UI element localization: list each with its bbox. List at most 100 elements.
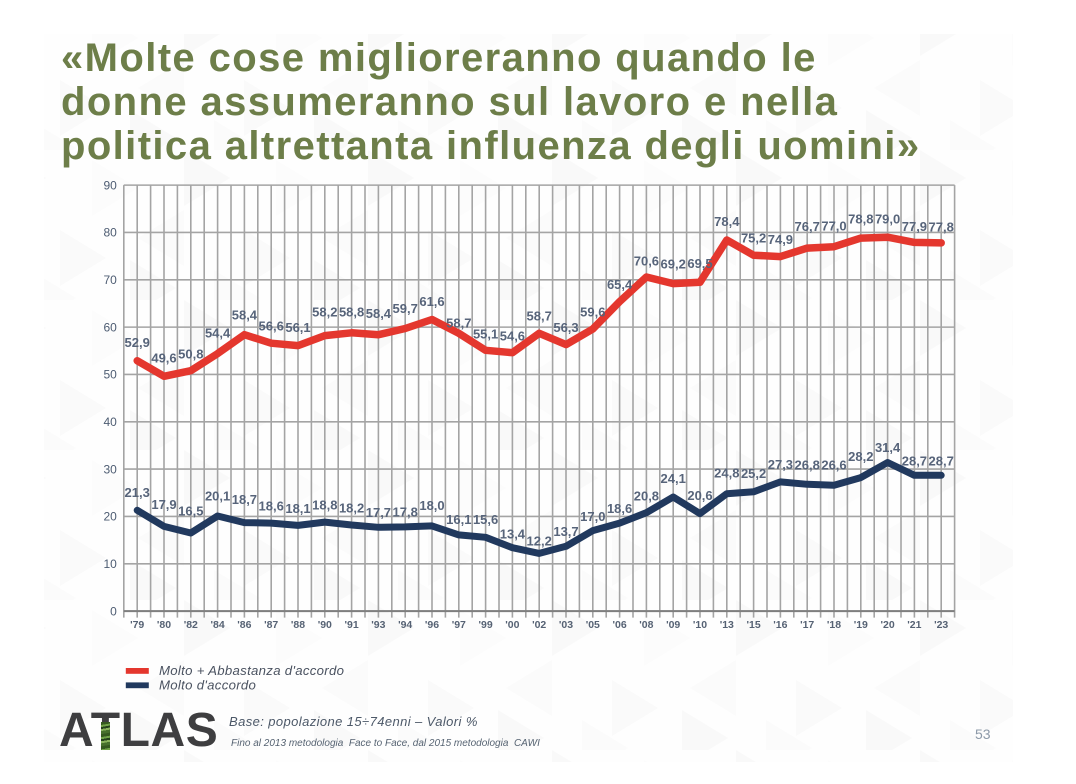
svg-text:52,9: 52,9 <box>125 335 150 350</box>
svg-text:70: 70 <box>103 273 117 287</box>
svg-text:27,3: 27,3 <box>768 457 793 472</box>
svg-text:58,4: 58,4 <box>232 308 258 323</box>
svg-text:'06: '06 <box>613 619 627 631</box>
svg-text:25,2: 25,2 <box>741 466 766 481</box>
svg-text:18,8: 18,8 <box>312 498 337 513</box>
svg-text:18,6: 18,6 <box>607 501 632 516</box>
svg-text:56,1: 56,1 <box>285 320 310 335</box>
svg-text:77,9: 77,9 <box>902 219 927 234</box>
svg-text:40: 40 <box>103 415 117 429</box>
svg-text:18,6: 18,6 <box>259 499 284 514</box>
svg-text:65,4: 65,4 <box>607 277 633 292</box>
svg-text:30: 30 <box>103 462 117 476</box>
svg-text:'79: '79 <box>130 619 144 631</box>
svg-text:12,2: 12,2 <box>527 533 552 548</box>
svg-text:54,4: 54,4 <box>205 326 231 341</box>
svg-text:21,3: 21,3 <box>125 485 150 500</box>
svg-text:76,7: 76,7 <box>795 219 820 234</box>
svg-text:'82: '82 <box>184 619 198 631</box>
svg-text:'91: '91 <box>345 619 359 631</box>
svg-text:18,0: 18,0 <box>419 498 444 513</box>
svg-text:18,7: 18,7 <box>232 492 257 507</box>
svg-text:10: 10 <box>103 557 117 571</box>
svg-text:'87: '87 <box>264 619 278 631</box>
svg-text:59,7: 59,7 <box>393 301 418 316</box>
svg-text:'88: '88 <box>291 619 305 631</box>
svg-text:20,8: 20,8 <box>634 489 659 504</box>
svg-text:'00: '00 <box>505 619 519 631</box>
svg-text:16,1: 16,1 <box>446 512 471 527</box>
svg-text:78,4: 78,4 <box>714 214 740 229</box>
svg-text:79,0: 79,0 <box>875 212 900 227</box>
svg-text:69,2: 69,2 <box>661 257 686 272</box>
svg-text:'09: '09 <box>666 619 680 631</box>
svg-text:'20: '20 <box>881 619 895 631</box>
svg-text:56,3: 56,3 <box>553 320 578 335</box>
svg-text:'19: '19 <box>854 619 868 631</box>
svg-text:'13: '13 <box>720 619 734 631</box>
svg-text:'23: '23 <box>934 619 948 631</box>
svg-text:'08: '08 <box>639 619 653 631</box>
svg-text:'18: '18 <box>827 619 841 631</box>
svg-text:'17: '17 <box>800 619 814 631</box>
svg-text:24,8: 24,8 <box>714 466 739 481</box>
svg-text:74,9: 74,9 <box>768 232 793 247</box>
svg-text:90: 90 <box>103 178 117 192</box>
svg-text:17,7: 17,7 <box>366 505 391 520</box>
svg-text:16,5: 16,5 <box>178 504 203 519</box>
svg-text:31,4: 31,4 <box>875 440 901 455</box>
svg-text:'93: '93 <box>371 619 385 631</box>
svg-text:28,7: 28,7 <box>929 453 954 468</box>
svg-text:49,6: 49,6 <box>151 350 176 365</box>
svg-text:58,8: 58,8 <box>339 304 364 319</box>
svg-text:69,5: 69,5 <box>687 256 712 271</box>
svg-text:26,6: 26,6 <box>821 458 846 473</box>
svg-text:59,6: 59,6 <box>580 305 605 320</box>
svg-text:'94: '94 <box>398 619 412 631</box>
svg-text:17,8: 17,8 <box>393 504 418 519</box>
svg-text:'03: '03 <box>559 619 573 631</box>
svg-text:'84: '84 <box>211 619 225 631</box>
svg-text:50,8: 50,8 <box>178 347 203 362</box>
svg-text:'80: '80 <box>157 619 171 631</box>
svg-text:Molto + Abbastanza d'accordo: Molto + Abbastanza d'accordo <box>159 663 344 678</box>
svg-text:Molto d'accordo: Molto d'accordo <box>159 678 256 693</box>
svg-text:17,0: 17,0 <box>580 509 605 524</box>
svg-text:58,7: 58,7 <box>446 315 471 330</box>
svg-text:75,2: 75,2 <box>741 231 766 246</box>
svg-text:54,6: 54,6 <box>500 329 525 344</box>
svg-text:'02: '02 <box>532 619 546 631</box>
svg-text:18,1: 18,1 <box>285 501 310 516</box>
svg-text:'96: '96 <box>425 619 439 631</box>
svg-text:'15: '15 <box>747 619 761 631</box>
svg-text:80: 80 <box>103 226 117 240</box>
svg-text:70,6: 70,6 <box>634 254 659 269</box>
svg-text:20,1: 20,1 <box>205 489 230 504</box>
svg-text:'05: '05 <box>586 619 600 631</box>
svg-text:20,6: 20,6 <box>687 488 712 503</box>
svg-text:61,6: 61,6 <box>419 294 444 309</box>
svg-text:56,6: 56,6 <box>259 319 284 334</box>
svg-text:'90: '90 <box>318 619 332 631</box>
svg-text:'16: '16 <box>773 619 787 631</box>
svg-text:'21: '21 <box>907 619 921 631</box>
svg-text:77,0: 77,0 <box>821 219 846 234</box>
svg-text:13,7: 13,7 <box>553 524 578 539</box>
svg-text:17,9: 17,9 <box>151 497 176 512</box>
svg-text:28,2: 28,2 <box>848 449 873 464</box>
svg-text:'10: '10 <box>693 619 707 631</box>
svg-text:60: 60 <box>103 320 117 334</box>
svg-text:77,8: 77,8 <box>929 219 954 234</box>
svg-text:20: 20 <box>103 510 117 524</box>
svg-text:78,8: 78,8 <box>848 212 873 227</box>
svg-text:'86: '86 <box>237 619 251 631</box>
svg-text:18,2: 18,2 <box>339 501 364 516</box>
svg-text:15,6: 15,6 <box>473 512 498 527</box>
svg-text:24,1: 24,1 <box>661 471 686 486</box>
svg-text:0: 0 <box>110 604 117 618</box>
svg-text:58,7: 58,7 <box>527 308 552 323</box>
svg-text:58,2: 58,2 <box>312 305 337 320</box>
svg-text:50: 50 <box>103 368 117 382</box>
svg-text:55,1: 55,1 <box>473 326 498 341</box>
svg-text:58,4: 58,4 <box>366 306 392 321</box>
